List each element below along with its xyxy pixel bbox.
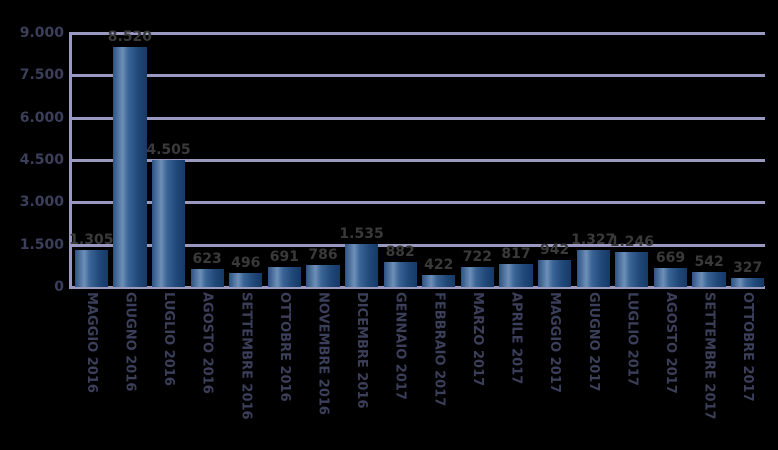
x-tick-label: SETTEMBRE 2017 [701,292,717,420]
bar-value-label: 496 [231,255,261,271]
bar-value-label: 1.327 [571,231,616,248]
x-tick-label: MARZO 2017 [469,292,485,387]
x-tick-label: AGOSTO 2017 [662,292,678,394]
y-tick-label: 7.500 [19,67,64,84]
y-tick-label: 1.500 [19,236,64,253]
x-tick-label: MAGGIO 2016 [83,292,99,393]
y-tick-label: 3.000 [19,194,64,211]
bar [538,260,572,287]
bar [576,249,610,287]
gridline [70,286,765,289]
y-axis-line [69,32,72,289]
bar [267,267,301,287]
gridline [70,116,765,120]
gridline [70,201,765,205]
x-tick-label: GIUGNO 2017 [585,292,601,392]
y-tick-label: 9.000 [19,25,64,41]
bar [229,273,263,287]
bar-value-label: 623 [192,251,222,268]
x-tick-label: LUGLIO 2016 [161,292,177,386]
bar-value-label: 722 [462,248,493,265]
x-tick-label: GIUGNO 2016 [122,292,138,392]
x-tick-label: MAGGIO 2017 [547,292,563,393]
gridline [70,74,765,78]
bar-value-label: 691 [269,249,299,266]
x-tick-label: NOVEMBRE 2016 [315,292,331,415]
bar-value-label: 4.505 [146,141,191,158]
bar-value-label: 942 [540,242,570,259]
bar [344,243,379,287]
bar-value-label: 542 [694,253,724,270]
bar [460,266,495,287]
gridline [70,243,765,247]
bar [190,269,224,287]
bar-value-label: 786 [308,246,338,263]
bar [692,271,726,287]
bar-value-label: 327 [733,259,763,276]
bar [731,277,765,287]
x-tick-label: SETTEMBRE 2016 [238,292,254,420]
bar [151,159,186,287]
y-tick-label: 4.500 [19,152,64,168]
x-tick-label: FEBBRAIO 2017 [431,292,447,407]
bar [306,264,340,287]
x-tick-label: OTTOBRE 2017 [740,292,756,402]
bar-value-label: 817 [501,245,531,262]
y-tick-label: 0 [54,279,64,295]
x-tick-label: OTTOBRE 2016 [276,292,292,402]
gridline [70,159,765,162]
bar-value-label: 1.246 [609,233,655,250]
y-tick-label: 6.000 [19,109,64,126]
bar-value-label: 422 [424,257,454,274]
bar [74,250,108,287]
bar-value-label: 882 [385,244,415,261]
x-tick-label: DICEMBRE 2016 [354,292,370,409]
bar-value-label: 1.535 [339,225,384,242]
bar [615,251,649,287]
x-tick-label: LUGLIO 2017 [624,292,640,386]
bar-value-label: 1.305 [69,232,114,249]
bar [653,268,688,287]
bar-value-label: 669 [655,250,686,267]
x-tick-label: APRILE 2017 [508,292,524,385]
bar [499,263,533,287]
x-tick-label: GENNAIO 2017 [392,292,408,400]
bar [383,262,417,287]
bar-value-label: 8.520 [107,28,153,45]
x-tick-label: AGOSTO 2016 [199,292,215,394]
bar [113,46,147,287]
gridline [70,32,765,35]
bar [422,275,456,287]
